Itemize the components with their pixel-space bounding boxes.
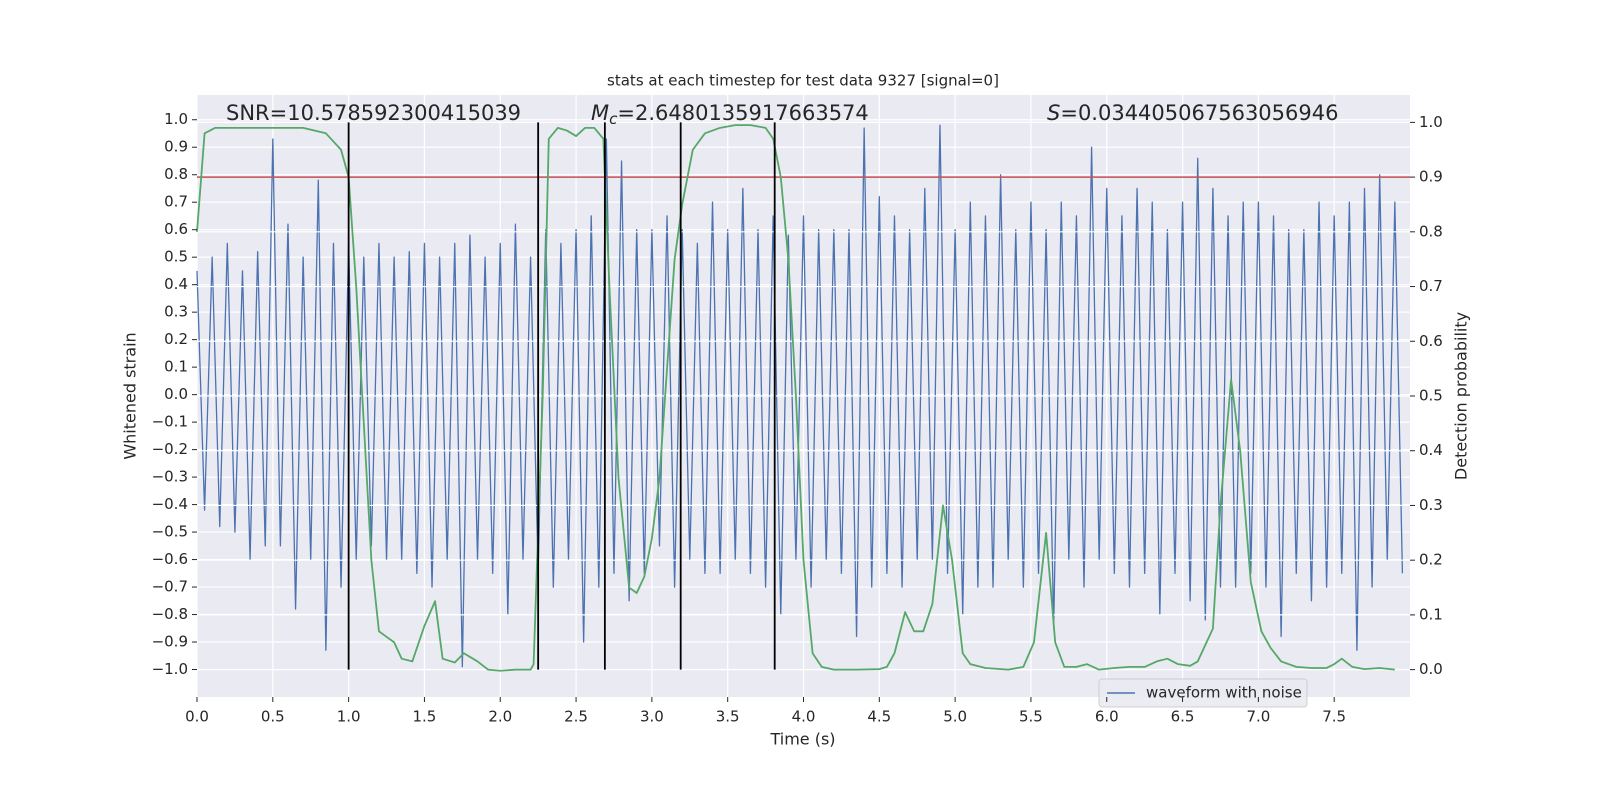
y2-tick-label: 0.3	[1419, 496, 1443, 514]
y-tick-label: −0.1	[152, 413, 188, 431]
x-tick-label: 6.5	[1171, 708, 1195, 726]
y-tick-label: −0.4	[152, 495, 188, 513]
y2-tick-label: 0.4	[1419, 441, 1443, 459]
x-tick-label: 1.0	[337, 708, 361, 726]
y2-tick-label: 0.2	[1419, 551, 1443, 569]
x-tick-label: 5.5	[1019, 708, 1043, 726]
y-tick-label: 0.4	[164, 275, 188, 293]
x-tick-label: 6.0	[1095, 708, 1119, 726]
annotation-subscript: c	[609, 110, 618, 128]
y-tick-label: −0.2	[152, 440, 188, 458]
y2-tick-label: 0.8	[1419, 222, 1443, 240]
y-tick-label: −0.9	[152, 633, 188, 651]
x-tick-label: 7.0	[1246, 708, 1270, 726]
chart-title: stats at each timestep for test data 932…	[607, 72, 999, 90]
y-tick-label: −0.7	[152, 578, 188, 596]
y2-axis-label: Detection probability	[1452, 312, 1471, 480]
annotation: S=0.034405067563056946	[1047, 101, 1338, 125]
y-tick-label: 0.3	[164, 303, 188, 321]
annotation: Mc=2.6480135917663574	[591, 101, 869, 128]
annotation: SNR=10.578592300415039	[226, 101, 521, 125]
y-tick-label: 0.9	[164, 138, 188, 156]
y-tick-label: 1.0	[164, 110, 188, 128]
annotation-text: =0.034405067563056946	[1060, 101, 1338, 125]
x-tick-label: 2.5	[564, 708, 588, 726]
y-tick-label: −0.3	[152, 468, 188, 486]
x-tick-label: 7.5	[1322, 708, 1346, 726]
y-tick-label: −0.6	[152, 550, 188, 568]
x-axis-label: Time (s)	[769, 730, 835, 749]
annotation-text: =2.6480135917663574	[617, 101, 868, 125]
y-tick-label: 0.2	[164, 330, 188, 348]
y-tick-label: 0.6	[164, 220, 188, 238]
y-tick-label: 0.0	[164, 385, 188, 403]
annotation-text: SNR=10.578592300415039	[226, 101, 521, 125]
y-tick-label: −0.5	[152, 523, 188, 541]
x-tick-label: 3.0	[640, 708, 664, 726]
annotation-symbol: S	[1047, 101, 1060, 125]
legend-box	[1098, 678, 1308, 708]
y-tick-label: 0.1	[164, 358, 188, 376]
y-axis-label: Whitened strain	[121, 332, 140, 459]
y2-tick-label: 0.5	[1419, 387, 1443, 405]
y-tick-label: 0.5	[164, 248, 188, 266]
y2-tick-label: 0.0	[1419, 660, 1443, 678]
legend-label: waveform with noise	[1146, 684, 1302, 702]
x-tick-label: 3.5	[716, 708, 740, 726]
y2-tick-label: 0.1	[1419, 605, 1443, 623]
x-tick-label: 1.5	[413, 708, 437, 726]
y2-tick-label: 0.7	[1419, 277, 1443, 295]
y-tick-label: 0.7	[164, 193, 188, 211]
x-tick-label: 5.0	[943, 708, 967, 726]
x-tick-label: 4.0	[792, 708, 816, 726]
x-tick-label: 2.0	[488, 708, 512, 726]
annotation-symbol: M	[591, 101, 609, 125]
y-tick-label: 0.8	[164, 165, 188, 183]
x-tick-label: 0.0	[185, 708, 209, 726]
probability-line	[196, 124, 1395, 672]
y-tick-label: −0.8	[152, 605, 188, 623]
y-tick-label: −1.0	[152, 660, 188, 678]
waveform-line	[196, 124, 1404, 668]
x-tick-label: 4.5	[867, 708, 891, 726]
x-tick-label: 0.5	[261, 708, 285, 726]
y2-tick-label: 0.6	[1419, 332, 1443, 350]
y2-tick-label: 1.0	[1419, 113, 1443, 131]
y2-tick-label: 0.9	[1419, 168, 1443, 186]
